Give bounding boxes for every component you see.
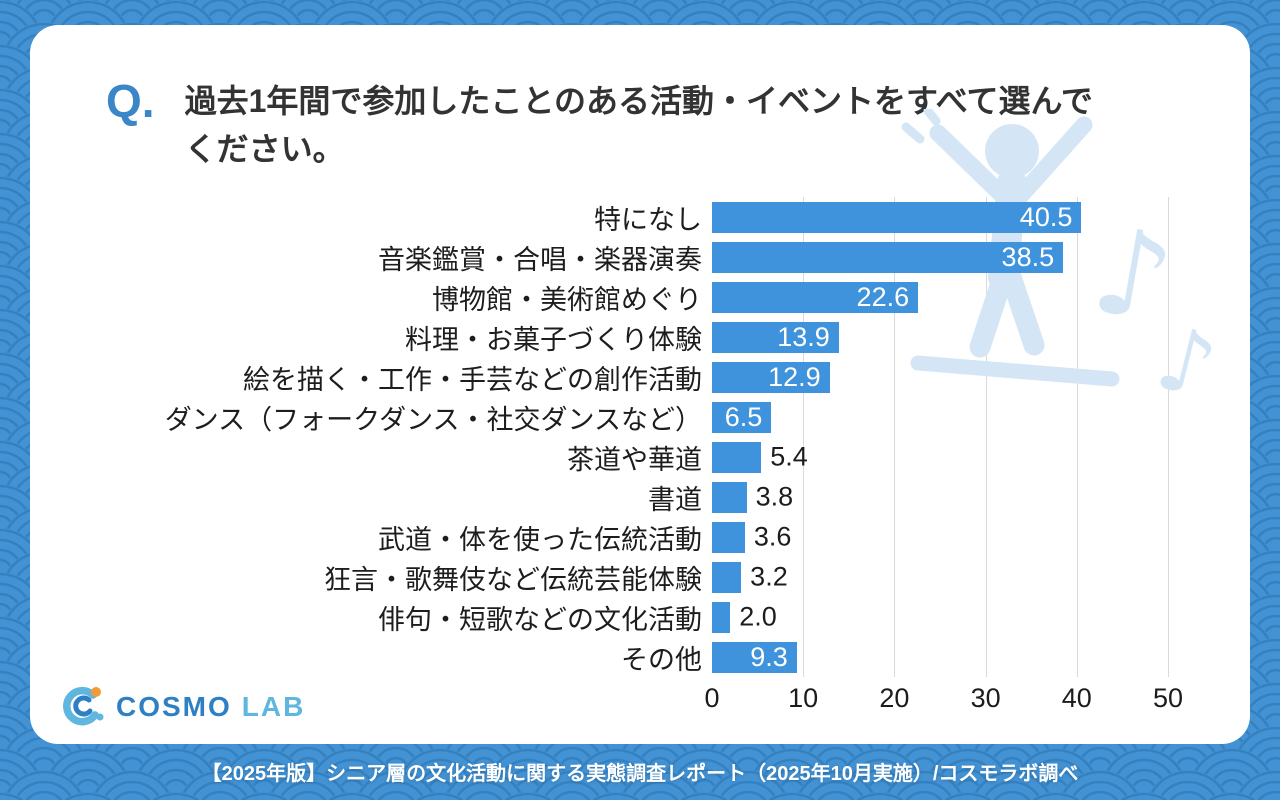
bar-track: 3.6: [712, 521, 1168, 553]
x-tick-label: 30: [970, 683, 1001, 713]
x-tick-label: 50: [1152, 683, 1184, 713]
category-label: 狂言・歌舞伎など伝統芸能体験: [324, 564, 702, 595]
bar-rows: 特になし 40.5 音楽鑑賞・合唱・楽器演奏 38.5 博物館・美術館めぐり 22.6 料理…: [30, 197, 1250, 677]
gridline: [985, 197, 987, 677]
bar: 38.5: [712, 241, 1064, 273]
gridline: [894, 197, 896, 677]
bar-track: 3.2: [712, 561, 1168, 593]
gridline: [1168, 197, 1169, 677]
chart-row: 俳句・短歌などの文化活動 2.0: [30, 597, 1250, 637]
bar: 12.9: [712, 361, 830, 393]
chart-row: 音楽鑑賞・合唱・楽器演奏 38.5: [30, 237, 1250, 277]
bar: [712, 521, 745, 553]
bar: 22.6: [712, 281, 919, 313]
bar: [712, 441, 762, 473]
bar-track: 2.0: [712, 601, 1168, 633]
cosmo-lab-logo: COSMO LAB: [56, 684, 305, 730]
logo-mark-icon: [63, 686, 104, 726]
category-label: 料理・お菓子づくり体験: [405, 324, 702, 355]
category-label: 音楽鑑賞・合唱・楽器演奏: [378, 244, 702, 275]
gridline: [803, 197, 805, 677]
question-title: 過去1年間で参加したことのある活動・イベントをすべて選んで ください。: [185, 77, 1093, 173]
gridlines-layer: [712, 197, 1169, 677]
bar-track: 6.5: [712, 401, 1168, 433]
category-label: 絵を描く・工作・手芸などの創作活動: [243, 364, 702, 395]
survey-report-card: Q. 過去1年間で参加したことのある活動・イベントをすべて選んで ください。 ♪…: [30, 25, 1250, 744]
bar-track: 12.9: [712, 361, 1168, 393]
value-label: 3.2: [750, 561, 788, 592]
category-label: ダンス（フォークダンス・社交ダンスなど）: [164, 404, 702, 435]
bar: [712, 481, 747, 513]
category-label: その他: [621, 644, 702, 675]
horizontal-bar-chart: ♪ ♪ 特になし 40.5 音楽鑑賞・合唱・楽器演奏 38.5 博物館・美術館めぐり 22…: [30, 109, 1250, 715]
bar-track: 22.6: [712, 281, 1168, 313]
question-line-1: 過去1年間で参加したことのある活動・イベントをすべて選んで: [184, 83, 1093, 119]
x-axis: 0 10 20 30 40 50: [704, 677, 1183, 715]
x-tick-label: 40: [1061, 683, 1092, 713]
category-label: 武道・体を使った伝統活動: [378, 524, 702, 555]
bar: 9.3: [712, 641, 797, 673]
x-tick-label: 20: [879, 683, 910, 713]
chart-row: 特になし 40.5: [30, 197, 1250, 237]
bar-track: 38.5: [712, 241, 1168, 273]
value-label: 40.5: [1019, 201, 1073, 232]
category-label: 俳句・短歌などの文化活動: [378, 604, 702, 635]
bar-track: 3.8: [712, 481, 1168, 513]
chart-row: その他 9.3: [30, 637, 1250, 677]
question-line-2: ください。: [184, 131, 345, 167]
bar: [712, 561, 742, 593]
category-label: 茶道や華道: [567, 444, 702, 475]
category-label: 特になし: [594, 204, 702, 235]
chart-row: 狂言・歌舞伎など伝統芸能体験 3.2: [30, 557, 1250, 597]
value-label: 2.0: [739, 601, 777, 632]
value-label: 22.6: [856, 281, 910, 312]
logo-suffix-text: LAB: [241, 691, 306, 722]
value-label: 3.8: [755, 481, 794, 512]
chart-row: 料理・お菓子づくり体験 13.9: [30, 317, 1250, 357]
value-label: 3.6: [753, 521, 792, 552]
bar: [712, 601, 731, 633]
chart-row: 書道 3.8: [30, 477, 1250, 517]
bar: 6.5: [712, 401, 772, 433]
value-label: 38.5: [1001, 241, 1055, 272]
chart-row: 絵を描く・工作・手芸などの創作活動 12.9: [30, 357, 1250, 397]
value-label: 5.4: [770, 441, 808, 472]
value-label: 12.9: [768, 361, 821, 392]
bar-track: 40.5: [712, 201, 1168, 233]
chart-row: ダンス（フォークダンス・社交ダンスなど） 6.5: [30, 397, 1250, 437]
logo-brand-text: COSMO: [116, 691, 232, 722]
question-prefix: Q.: [106, 75, 155, 127]
bar: 13.9: [712, 321, 839, 353]
bar-track: 13.9: [712, 321, 1168, 353]
value-label: 9.3: [750, 641, 788, 672]
category-label: 書道: [648, 484, 702, 515]
gridline: [1076, 197, 1078, 677]
value-label: 13.9: [777, 321, 830, 352]
bar: 40.5: [712, 201, 1082, 233]
chart-row: 武道・体を使った伝統活動 3.6: [30, 517, 1250, 557]
category-label: 博物館・美術館めぐり: [432, 284, 702, 315]
x-tick-label: 10: [788, 683, 819, 713]
bar-track: 5.4: [712, 441, 1168, 473]
bar-track: 9.3: [712, 641, 1168, 673]
question-block: Q. 過去1年間で参加したことのある活動・イベントをすべて選んで ください。: [30, 25, 1250, 173]
x-tick-label: 0: [704, 683, 720, 713]
footer-source-text: 【2025年版】シニア層の文化活動に関する実態調査レポート（2025年10月実施…: [201, 763, 1079, 785]
chart-row: 茶道や華道 5.4: [30, 437, 1250, 477]
chart-row: 博物館・美術館めぐり 22.6: [30, 277, 1250, 317]
value-label: 6.5: [724, 401, 763, 432]
